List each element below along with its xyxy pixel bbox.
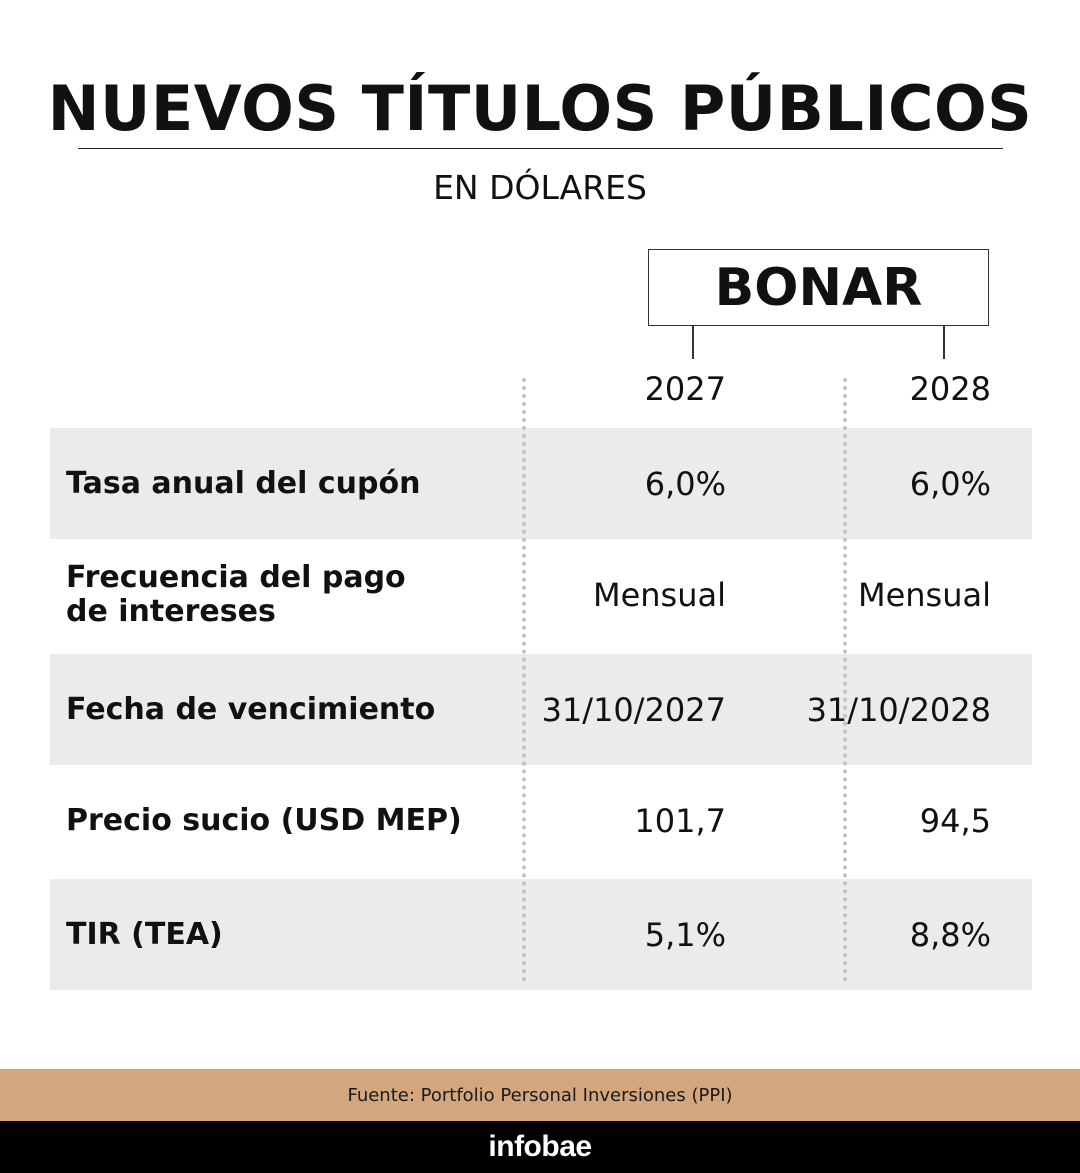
brand-logo: infobae [488,1130,592,1163]
table-row: TIR (TEA) 5,1% 8,8% [50,879,1032,990]
column-divider-2027 [522,378,526,982]
cell-value: 8,8% [909,915,991,954]
cell-value: 6,0% [909,464,991,503]
cell-value: 101,7 [634,801,726,840]
table-row: Fecha de vencimiento 31/10/2027 31/10/20… [50,654,1032,765]
cell-value: Mensual [592,575,726,614]
cell-value: 6,0% [644,464,726,503]
brand-bar: infobae [0,1121,1080,1173]
row-label: TIR (TEA) [66,916,223,952]
table-row: Precio sucio (USD MEP) 101,7 94,5 [50,765,1032,876]
cell-value: 5,1% [644,915,726,954]
row-label: Tasa anual del cupón [66,465,421,501]
cell-value: 31/10/2028 [806,690,991,729]
source-text: Fuente: Portfolio Personal Inversiones (… [347,1084,733,1106]
row-label: Fecha de vencimiento [66,691,436,727]
title-divider [78,148,1003,149]
page-title: NUEVOS TÍTULOS PÚBLICOS [47,72,1033,145]
bond-group-label: BONAR [648,249,989,326]
cell-value: 31/10/2027 [541,690,726,729]
column-divider-2028 [843,378,847,982]
column-header-2027: 2027 [644,370,726,408]
group-connector-2027 [692,326,694,359]
table-row: Tasa anual del cupón 6,0% 6,0% [50,428,1032,539]
table-row: Frecuencia del pago de intereses Mensual… [50,539,1032,650]
cell-value: 94,5 [919,801,991,840]
row-label: Precio sucio (USD MEP) [66,802,462,838]
page-subtitle: EN DÓLARES [433,168,647,207]
group-connector-2028 [943,326,945,359]
source-bar: Fuente: Portfolio Personal Inversiones (… [0,1069,1080,1121]
column-header-2028: 2028 [909,370,991,408]
cell-value: Mensual [857,575,991,614]
row-label: Frecuencia del pago de intereses [66,559,406,629]
